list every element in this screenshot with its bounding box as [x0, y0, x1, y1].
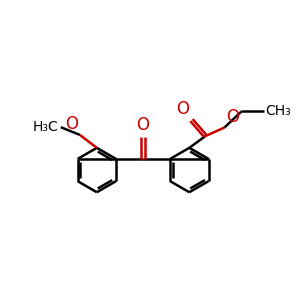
Text: O: O: [136, 116, 150, 134]
Text: CH₃: CH₃: [265, 104, 291, 118]
Text: O: O: [176, 100, 189, 118]
Text: O: O: [226, 108, 239, 126]
Text: O: O: [65, 115, 78, 133]
Text: H₃C: H₃C: [32, 120, 58, 134]
